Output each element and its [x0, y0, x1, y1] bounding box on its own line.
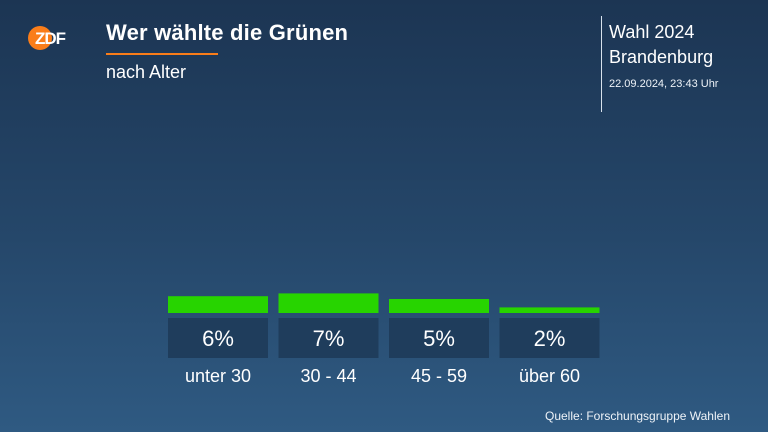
source-note: Quelle: Forschungsgruppe Wahlen: [545, 409, 730, 423]
value-label-box: [499, 318, 600, 358]
bar-group: 7% 30 - 44: [278, 293, 379, 386]
header-divider: [601, 16, 602, 112]
election-timestamp: 22.09.2024, 23:43 Uhr: [609, 78, 719, 90]
bar-group: 5% 45 - 59: [389, 299, 489, 386]
value-label: 6%: [202, 326, 234, 351]
bar: [389, 299, 489, 313]
value-label-box: [168, 318, 268, 358]
page-subtitle: nach Alter: [106, 62, 187, 82]
election-line2: Brandenburg: [609, 47, 714, 67]
bar: [168, 296, 268, 313]
value-label-box: [389, 318, 489, 358]
value-label: 2%: [534, 326, 566, 351]
bar-group: 2% über 60: [499, 307, 600, 386]
value-label-box: [278, 318, 379, 358]
logo-text: ZDF: [35, 29, 66, 48]
zdf-logo: ZDF: [28, 26, 67, 50]
category-label: unter 30: [185, 366, 251, 386]
bar: [499, 307, 600, 313]
value-label: 5%: [423, 326, 455, 351]
bar-group: 6% unter 30: [168, 296, 268, 386]
value-label: 7%: [313, 326, 345, 351]
title-underline: [106, 53, 218, 55]
election-title: Wahl 2024 Brandenburg: [609, 20, 713, 70]
category-label: 30 - 44: [300, 366, 356, 386]
bar: [278, 293, 379, 313]
election-line1: Wahl 2024: [609, 22, 695, 42]
page-title: Wer wählte die Grünen: [106, 20, 349, 45]
category-label: über 60: [519, 366, 580, 386]
category-label: 45 - 59: [411, 366, 467, 386]
